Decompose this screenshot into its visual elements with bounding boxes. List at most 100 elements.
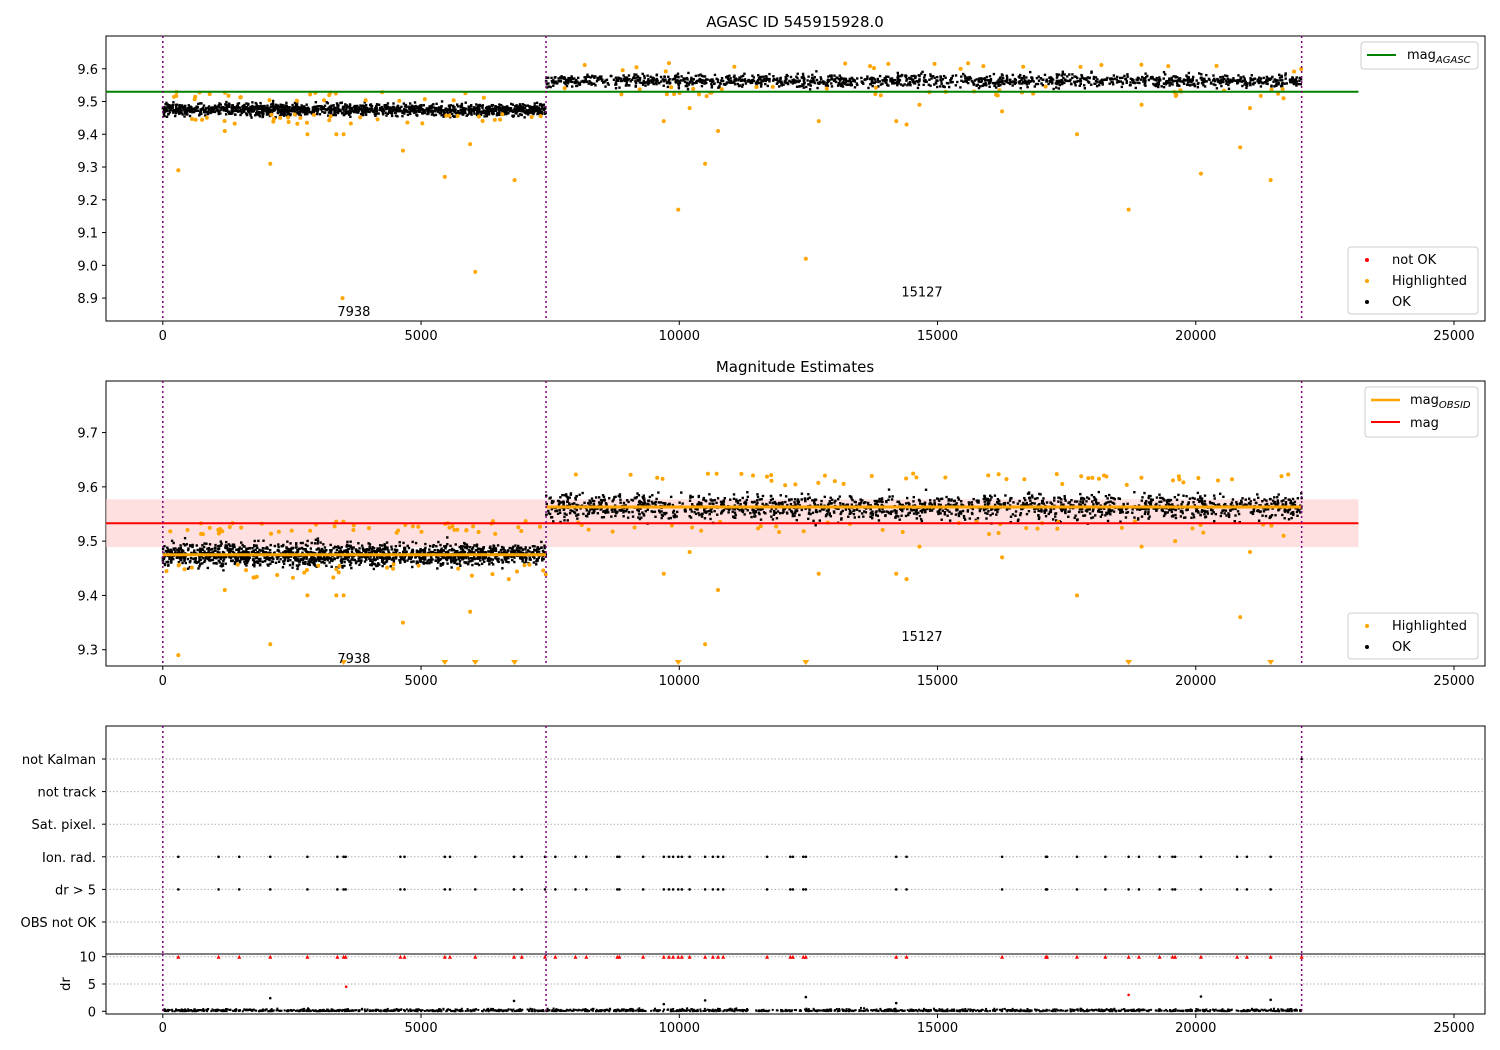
ok-point (1074, 84, 1077, 87)
ok-point (386, 102, 390, 105)
ok-point (470, 109, 473, 112)
ok-point (177, 549, 180, 553)
ok-point (1013, 77, 1017, 81)
ok-point (292, 108, 296, 111)
ok-point (219, 112, 222, 115)
ok-point (171, 103, 175, 107)
ok-point (558, 502, 561, 505)
ok-point (960, 75, 963, 78)
ok-point (869, 82, 873, 86)
ok-point (515, 104, 518, 107)
ok-point (249, 114, 252, 117)
ok-point (597, 496, 601, 499)
ok-point (247, 551, 250, 554)
ok-point (498, 109, 501, 113)
ok-point (206, 112, 210, 116)
ok-point (549, 85, 552, 89)
ok-point (819, 76, 822, 79)
ok-point (463, 561, 466, 564)
highlighted-point (305, 132, 310, 137)
ok-point (436, 567, 439, 570)
ok-point (344, 103, 347, 106)
ok-point (454, 543, 457, 546)
ok-point (268, 548, 272, 552)
ok-point (284, 557, 287, 560)
ok-point (348, 563, 352, 567)
highlighted-point (286, 120, 291, 125)
ok-point (685, 76, 689, 80)
ok-point (492, 107, 495, 110)
ok-point (697, 74, 700, 77)
ok-point (298, 547, 302, 550)
ok-point (1205, 80, 1208, 83)
ok-point (357, 106, 361, 109)
ok-point (326, 558, 329, 562)
ok-point (485, 114, 489, 118)
ok-point (212, 562, 215, 565)
ok-point (1145, 75, 1148, 79)
ok-point (305, 557, 308, 560)
highlighted-point (1258, 93, 1263, 98)
ok-point (704, 79, 707, 82)
ok-point (509, 550, 513, 553)
ok-point (979, 77, 983, 80)
ok-point (447, 555, 450, 558)
ok-point (181, 561, 184, 565)
ok-point (228, 556, 232, 559)
ok-point (260, 111, 264, 115)
ok-point (1218, 492, 1222, 495)
ok-point (733, 80, 736, 84)
ok-point (378, 556, 382, 559)
ok-point (332, 113, 335, 117)
ok-point (1174, 75, 1177, 78)
ok-point (1129, 83, 1132, 87)
ok-point (475, 548, 478, 552)
ok-point (968, 75, 971, 79)
ok-point (641, 72, 644, 76)
ok-point (511, 558, 514, 562)
ok-point (1281, 81, 1284, 85)
ok-point (515, 547, 519, 550)
ok-point (311, 561, 314, 564)
ok-point (536, 546, 539, 549)
ok-point (285, 105, 288, 109)
ok-point (1226, 77, 1229, 81)
ok-point (184, 561, 187, 565)
ok-point (1284, 72, 1287, 75)
ok-point (689, 496, 692, 499)
ok-point (651, 76, 654, 80)
x-tick-label: 10000 (659, 329, 700, 344)
ok-point (225, 100, 228, 104)
ok-point (869, 77, 873, 80)
ok-point (1029, 70, 1032, 74)
ok-point (497, 112, 500, 115)
ok-point (557, 79, 560, 83)
highlighted-point (204, 115, 209, 120)
ok-point (231, 544, 234, 548)
ok-point (589, 508, 592, 511)
ok-point (439, 548, 443, 552)
ok-point (1249, 83, 1252, 86)
ok-point (1212, 502, 1215, 505)
ok-point (245, 551, 248, 555)
ok-point (319, 541, 322, 544)
ok-point (502, 110, 505, 113)
ok-point (899, 83, 903, 86)
ok-point (896, 83, 899, 87)
y-tick-label: 9.2 (77, 194, 98, 209)
highlighted-point (1280, 87, 1285, 92)
ok-point (328, 561, 331, 564)
ok-point (351, 108, 354, 112)
ok-point (651, 494, 654, 497)
ok-point (598, 76, 602, 79)
ok-point (1022, 74, 1026, 78)
ok-point (393, 548, 397, 551)
ok-point (270, 103, 273, 106)
ok-point (634, 84, 638, 87)
ok-point (1154, 79, 1158, 82)
ok-point (170, 561, 173, 564)
ok-point (659, 80, 663, 83)
ok-point (363, 109, 367, 113)
ok-point (1088, 76, 1091, 80)
ok-point (500, 545, 504, 549)
